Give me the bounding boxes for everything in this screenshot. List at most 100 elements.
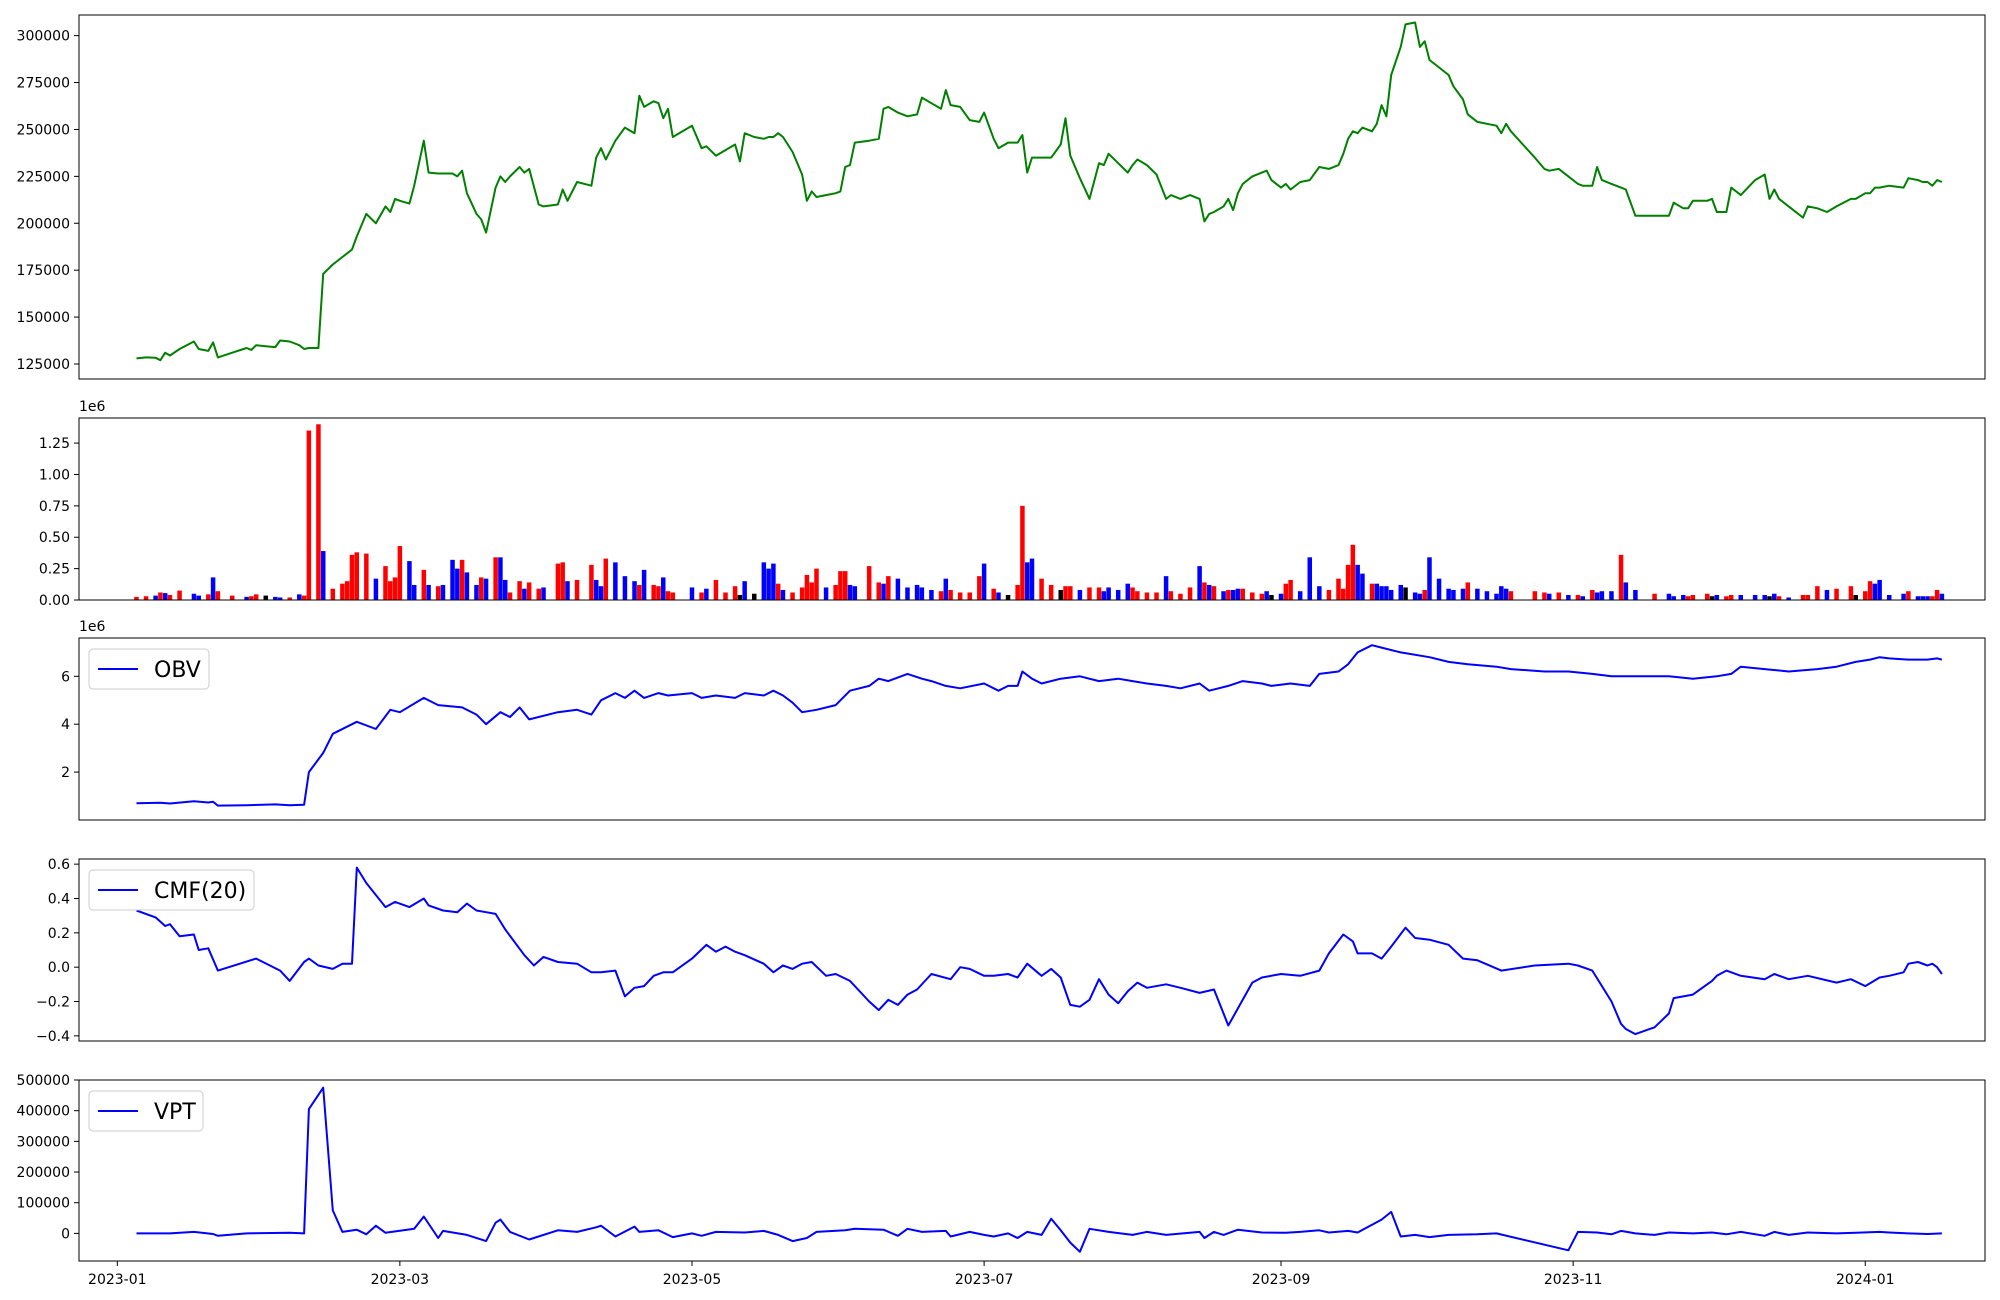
volume-bar bbox=[1436, 578, 1442, 600]
volume-bar bbox=[177, 590, 182, 600]
y-tick-label: 150000 bbox=[17, 310, 70, 326]
volume-bar bbox=[1326, 589, 1332, 600]
volume-bar bbox=[1460, 588, 1466, 600]
volume-bar bbox=[507, 592, 513, 600]
volume-bar bbox=[1015, 584, 1020, 600]
volume-bar bbox=[1058, 589, 1063, 600]
volume-bar bbox=[1187, 587, 1193, 600]
volume-bar bbox=[1848, 586, 1854, 600]
volume-bar bbox=[1115, 589, 1121, 600]
volume-bar bbox=[1930, 596, 1935, 600]
volume-bar bbox=[1096, 587, 1102, 600]
volume-bar bbox=[632, 581, 637, 600]
volume-bar bbox=[704, 588, 709, 600]
volume-bar bbox=[790, 592, 795, 600]
y-tick-label: 175000 bbox=[17, 263, 70, 279]
volume-bar bbox=[771, 563, 776, 600]
volume-bar bbox=[1901, 593, 1906, 600]
volume-bar bbox=[474, 584, 479, 600]
volume-bar bbox=[737, 594, 743, 600]
volume-bar bbox=[565, 581, 570, 600]
volume-bar bbox=[1178, 593, 1183, 600]
volume-bar bbox=[426, 584, 431, 600]
volume-bar bbox=[1709, 596, 1715, 600]
volume-bar bbox=[306, 430, 312, 600]
volume-bar bbox=[1575, 594, 1581, 600]
volume-bar bbox=[1633, 589, 1638, 600]
volume-bar bbox=[1499, 586, 1504, 600]
volume-bar bbox=[421, 569, 427, 600]
volume-bar bbox=[1494, 593, 1499, 600]
volume-bar bbox=[1355, 564, 1360, 600]
axes-frame bbox=[78, 1079, 1986, 1262]
volume-bar bbox=[996, 592, 1001, 600]
volume-bar bbox=[991, 588, 996, 600]
volume-bar bbox=[1336, 578, 1341, 600]
volume-bar bbox=[206, 594, 211, 600]
volume-bar bbox=[732, 586, 738, 600]
volume-bar bbox=[1125, 583, 1131, 600]
volume-bar bbox=[1618, 554, 1624, 600]
volume-bar bbox=[1671, 596, 1676, 600]
legend-label: OBV bbox=[154, 658, 201, 683]
volume-bar bbox=[191, 593, 197, 600]
axis-offset-label: 1e6 bbox=[79, 399, 106, 415]
volume-bar bbox=[1345, 564, 1351, 600]
volume-bar bbox=[1465, 582, 1471, 600]
volume-bar bbox=[1039, 578, 1044, 600]
axes-frame bbox=[78, 858, 1986, 1042]
volume-bar bbox=[1508, 591, 1514, 600]
volume-bar bbox=[1360, 573, 1365, 600]
axes-frame bbox=[78, 417, 1986, 601]
volume-bar bbox=[589, 564, 594, 600]
volume-bar bbox=[799, 587, 805, 600]
volume-bar bbox=[1206, 584, 1212, 600]
volume-bar bbox=[1417, 593, 1423, 600]
volume-bar bbox=[340, 583, 345, 600]
volume-bar bbox=[1283, 583, 1289, 600]
axis-offset-label: 1e6 bbox=[79, 619, 106, 635]
volume-bar bbox=[253, 594, 259, 600]
volume-bar bbox=[1546, 593, 1552, 600]
volume-bar bbox=[1106, 587, 1111, 600]
volume-bar bbox=[373, 578, 379, 600]
y-tick-label: 200000 bbox=[17, 1165, 70, 1181]
legend-label: VPT bbox=[154, 1100, 196, 1125]
volume-bar bbox=[919, 587, 925, 600]
volume-bar bbox=[1379, 586, 1384, 600]
volume-bar bbox=[536, 588, 541, 600]
volume-bar bbox=[1317, 586, 1322, 600]
obv-line bbox=[136, 644, 1943, 807]
volume-bar bbox=[498, 557, 503, 600]
volume-bar bbox=[1384, 586, 1389, 600]
volume-bar bbox=[1278, 593, 1284, 600]
panel-2: 0.00 0.25 0.50 0.75 1.00 1.25 1e6 bbox=[39, 399, 1986, 609]
x-tick-label: 2023-07 bbox=[955, 1272, 1014, 1288]
volume-bar bbox=[809, 582, 814, 600]
volume-bar bbox=[804, 574, 810, 600]
volume-bar bbox=[1599, 591, 1605, 600]
y-tick-label: 0.75 bbox=[39, 499, 70, 515]
volume-bar bbox=[210, 577, 216, 600]
volume-bar bbox=[1685, 596, 1691, 600]
volume-bar bbox=[1542, 592, 1547, 600]
volume-bar bbox=[522, 588, 527, 600]
y-tick-label: 400000 bbox=[17, 1104, 70, 1120]
y-tick-label: 0 bbox=[61, 1226, 70, 1242]
y-tick-label: 500000 bbox=[17, 1073, 70, 1089]
volume-bar bbox=[1211, 586, 1217, 600]
volume-bar bbox=[349, 554, 355, 600]
volume-bar bbox=[977, 576, 982, 600]
volume-bar bbox=[541, 587, 546, 600]
volume-bar bbox=[1906, 591, 1911, 600]
volume-bar bbox=[287, 597, 292, 600]
volume-bar bbox=[943, 578, 949, 600]
y-tick-label: 0.2 bbox=[48, 926, 70, 942]
y-tick-label: 250000 bbox=[17, 122, 70, 138]
volume-bar bbox=[134, 596, 139, 600]
volume-bar bbox=[1532, 591, 1538, 600]
volume-bar bbox=[1724, 596, 1729, 600]
volume-bar bbox=[1834, 588, 1839, 600]
volume-bar bbox=[1130, 587, 1135, 600]
volume-bar bbox=[464, 572, 470, 600]
